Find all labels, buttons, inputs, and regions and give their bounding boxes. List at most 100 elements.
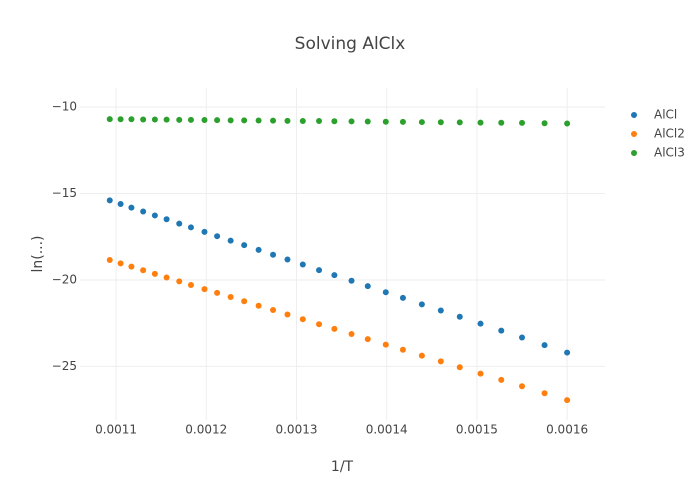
data-point	[201, 286, 208, 293]
data-point	[241, 298, 248, 305]
data-point	[519, 119, 526, 126]
data-point	[140, 267, 147, 274]
data-point	[564, 397, 571, 404]
y-axis-title: ln(...)	[30, 235, 46, 272]
data-point	[364, 336, 371, 343]
data-point	[316, 118, 323, 125]
data-point	[187, 281, 194, 288]
legend-label: AlCl2	[654, 127, 685, 141]
data-point	[519, 383, 526, 390]
data-point	[163, 274, 170, 281]
data-point	[241, 117, 248, 124]
y-tick-label: −15	[52, 186, 77, 200]
data-point	[456, 119, 463, 126]
data-point	[201, 228, 208, 235]
data-point	[163, 216, 170, 223]
data-point	[331, 118, 338, 125]
x-tick-label: 0.0015	[456, 423, 498, 437]
data-point	[477, 370, 484, 377]
data-point	[541, 390, 548, 397]
data-point	[437, 358, 444, 365]
data-point	[382, 289, 389, 296]
data-point	[348, 331, 355, 338]
data-point	[151, 270, 158, 277]
data-point	[418, 301, 425, 308]
data-point	[227, 237, 234, 244]
data-point	[399, 294, 406, 301]
data-point	[214, 117, 221, 124]
data-point	[117, 260, 124, 267]
x-tick-label: 0.0013	[275, 423, 317, 437]
y-tick-label: −10	[52, 100, 77, 114]
data-point	[364, 283, 371, 290]
data-point	[316, 321, 323, 328]
data-point	[418, 352, 425, 359]
data-point	[227, 294, 234, 301]
data-point	[316, 267, 323, 274]
data-point	[255, 246, 262, 253]
data-point	[106, 257, 113, 264]
data-point	[151, 212, 158, 219]
data-point	[541, 342, 548, 349]
data-point	[241, 242, 248, 249]
data-point	[176, 220, 183, 227]
chart-title: Solving AlClx	[295, 34, 406, 54]
data-point	[255, 302, 262, 309]
data-point	[519, 334, 526, 341]
y-tick-label: −25	[52, 359, 77, 373]
data-point	[117, 116, 124, 123]
data-point	[564, 120, 571, 127]
data-point	[331, 325, 338, 332]
data-point	[382, 341, 389, 348]
data-point	[456, 313, 463, 320]
data-point	[498, 327, 505, 334]
data-point	[117, 201, 124, 208]
legend-marker	[631, 131, 637, 137]
x-tick-label: 0.0011	[95, 423, 137, 437]
data-point	[270, 251, 277, 258]
data-point	[456, 364, 463, 371]
data-point	[299, 261, 306, 268]
data-point	[140, 116, 147, 123]
data-point	[176, 278, 183, 285]
data-point	[106, 197, 113, 204]
data-point	[176, 116, 183, 123]
data-point	[227, 117, 234, 124]
data-point	[163, 116, 170, 123]
data-point	[498, 376, 505, 383]
data-point	[541, 120, 548, 127]
data-point	[284, 311, 291, 318]
legend-marker	[631, 150, 637, 156]
data-point	[348, 277, 355, 284]
legend-label: AlCl	[654, 108, 677, 122]
data-point	[364, 118, 371, 125]
x-axis-title: 1/T	[331, 459, 354, 475]
data-point	[270, 117, 277, 124]
data-point	[151, 116, 158, 123]
data-point	[498, 119, 505, 126]
y-tick-label: −20	[52, 272, 77, 286]
data-point	[201, 116, 208, 123]
data-point	[140, 208, 147, 215]
data-point	[284, 256, 291, 263]
data-point	[382, 118, 389, 125]
data-point	[270, 307, 277, 314]
data-point	[399, 346, 406, 353]
legend-marker	[631, 112, 637, 118]
data-point	[214, 233, 221, 240]
data-point	[299, 118, 306, 125]
data-point	[187, 224, 194, 231]
x-tick-label: 0.0016	[546, 423, 588, 437]
data-point	[477, 119, 484, 126]
data-point	[564, 349, 571, 356]
x-tick-label: 0.0012	[185, 423, 227, 437]
legend-label: AlCl3	[654, 146, 685, 160]
x-tick-label: 0.0014	[366, 423, 408, 437]
data-point	[214, 289, 221, 296]
data-point	[128, 116, 135, 123]
data-point	[437, 307, 444, 314]
data-point	[299, 316, 306, 323]
data-point	[284, 117, 291, 124]
data-point	[187, 116, 194, 123]
